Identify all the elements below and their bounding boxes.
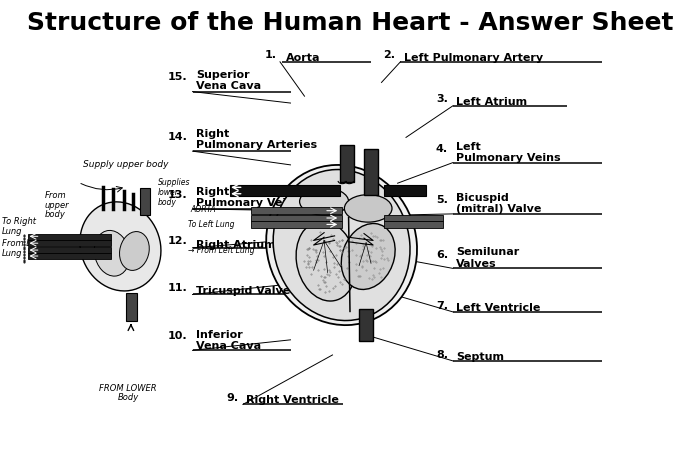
Ellipse shape bbox=[273, 169, 410, 321]
Text: 14.: 14. bbox=[168, 132, 188, 142]
Text: Right
Pulmonary Arteries: Right Pulmonary Arteries bbox=[196, 129, 317, 150]
Text: Right Ventricle: Right Ventricle bbox=[246, 395, 340, 405]
Text: 2.: 2. bbox=[384, 50, 395, 60]
Text: 10.: 10. bbox=[168, 331, 188, 341]
Text: Supply upper body: Supply upper body bbox=[83, 160, 168, 169]
Text: 3.: 3. bbox=[436, 94, 448, 104]
Text: 5.: 5. bbox=[436, 195, 448, 205]
Text: 11.: 11. bbox=[168, 283, 188, 293]
Text: 6.: 6. bbox=[436, 250, 448, 260]
FancyBboxPatch shape bbox=[230, 185, 340, 196]
Text: Right
Pulmonary Veins: Right Pulmonary Veins bbox=[196, 187, 300, 208]
FancyBboxPatch shape bbox=[140, 188, 150, 215]
FancyBboxPatch shape bbox=[340, 145, 354, 182]
Text: Left Pulmonary Artery: Left Pulmonary Artery bbox=[404, 53, 543, 63]
Ellipse shape bbox=[80, 202, 161, 291]
Text: 7.: 7. bbox=[436, 300, 448, 311]
FancyBboxPatch shape bbox=[126, 293, 136, 321]
Text: Supplies
lower
body: Supplies lower body bbox=[158, 178, 190, 207]
FancyBboxPatch shape bbox=[28, 240, 111, 246]
Text: Tricuspid Valve: Tricuspid Valve bbox=[196, 286, 290, 296]
Text: Left
Pulmonary Veins: Left Pulmonary Veins bbox=[456, 142, 561, 163]
Text: Right Atrium: Right Atrium bbox=[196, 240, 276, 250]
Text: 4.: 4. bbox=[436, 144, 448, 154]
FancyBboxPatch shape bbox=[359, 309, 373, 341]
Text: 1.: 1. bbox=[265, 50, 277, 60]
Text: To Left Lung: To Left Lung bbox=[188, 220, 234, 229]
FancyBboxPatch shape bbox=[251, 207, 342, 214]
FancyBboxPatch shape bbox=[28, 247, 111, 253]
Text: → From Left Lung: → From Left Lung bbox=[188, 245, 254, 255]
Text: Structure of the Human Heart - Answer Sheet: Structure of the Human Heart - Answer Sh… bbox=[27, 11, 673, 35]
Ellipse shape bbox=[296, 221, 356, 301]
Ellipse shape bbox=[94, 230, 130, 276]
Text: Semilunar
Valves: Semilunar Valves bbox=[456, 247, 519, 268]
Text: 15.: 15. bbox=[168, 72, 188, 82]
Text: Aorta: Aorta bbox=[286, 53, 320, 63]
Text: From Left
Lung: From Left Lung bbox=[2, 239, 43, 257]
Ellipse shape bbox=[120, 232, 149, 270]
FancyBboxPatch shape bbox=[384, 221, 443, 228]
Text: Septum: Septum bbox=[456, 352, 505, 362]
Text: 13.: 13. bbox=[168, 190, 188, 200]
Text: Left Ventricle: Left Ventricle bbox=[456, 303, 541, 313]
Text: Superior
Vena Cava: Superior Vena Cava bbox=[196, 70, 261, 91]
Ellipse shape bbox=[344, 195, 392, 222]
Text: Left Atrium: Left Atrium bbox=[456, 97, 528, 107]
Ellipse shape bbox=[266, 165, 417, 325]
FancyBboxPatch shape bbox=[364, 149, 378, 195]
Text: 9.: 9. bbox=[226, 393, 238, 403]
FancyBboxPatch shape bbox=[28, 234, 111, 240]
FancyBboxPatch shape bbox=[384, 215, 443, 221]
Ellipse shape bbox=[342, 224, 395, 289]
Text: 8.: 8. bbox=[436, 349, 448, 360]
Text: FROM LOWER
Body: FROM LOWER Body bbox=[99, 384, 157, 402]
Text: AORTA: AORTA bbox=[190, 205, 216, 214]
Text: To Right
Lung: To Right Lung bbox=[2, 218, 36, 236]
Text: Inferior
Vena Cava: Inferior Vena Cava bbox=[196, 330, 261, 351]
Text: 12.: 12. bbox=[168, 236, 188, 246]
Text: From
upper
body: From upper body bbox=[45, 191, 69, 219]
FancyBboxPatch shape bbox=[28, 253, 111, 259]
FancyBboxPatch shape bbox=[251, 221, 342, 228]
Ellipse shape bbox=[300, 188, 349, 215]
FancyBboxPatch shape bbox=[251, 215, 342, 221]
Text: Bicuspid
(mitral) Valve: Bicuspid (mitral) Valve bbox=[456, 193, 542, 214]
FancyBboxPatch shape bbox=[384, 185, 426, 196]
